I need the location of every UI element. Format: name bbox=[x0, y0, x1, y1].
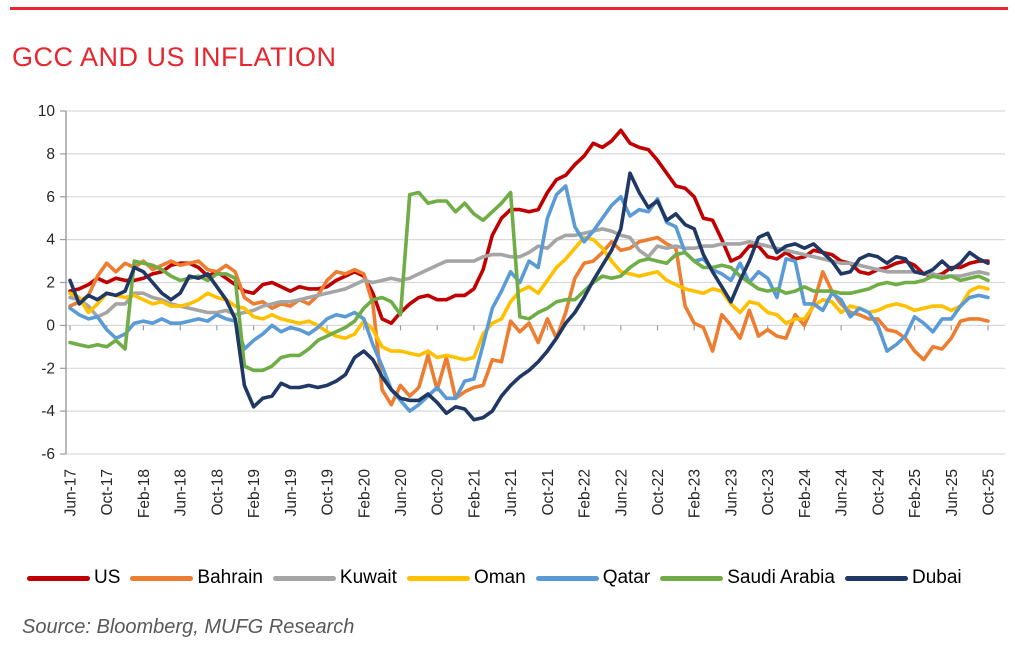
y-tick-label: 4 bbox=[46, 232, 55, 249]
x-tick-label: Oct-20 bbox=[430, 469, 447, 516]
x-tick-label: Oct-17 bbox=[99, 469, 116, 516]
legend-label: Dubai bbox=[911, 567, 962, 588]
legend-swatch-kuwait bbox=[272, 575, 336, 581]
x-tick-label: Feb-21 bbox=[466, 469, 483, 518]
y-tick-label: 10 bbox=[38, 103, 56, 120]
legend-label: Kuwait bbox=[339, 567, 397, 588]
x-tick-label: Jun-18 bbox=[173, 469, 190, 516]
legend-label: Bahrain bbox=[197, 567, 263, 588]
x-tick-label: Oct-24 bbox=[870, 469, 887, 516]
legend-swatch-dubai bbox=[844, 575, 908, 581]
legend-swatch-bahrain bbox=[130, 575, 194, 581]
y-tick-label: -2 bbox=[41, 360, 55, 377]
legend-swatch-oman bbox=[406, 575, 470, 581]
legend-label: Saudi Arabia bbox=[727, 567, 835, 588]
x-tick-label: Jun-24 bbox=[834, 469, 851, 517]
series-line-saudi-arabia bbox=[68, 190, 990, 373]
chart-legend: US Bahrain Kuwait Oman Qatar Saudi Arabia Duba… bbox=[27, 566, 1015, 590]
series-line-kuwait bbox=[68, 227, 990, 319]
x-tick-label: Jun-21 bbox=[503, 469, 520, 516]
legend-label: Oman bbox=[473, 567, 526, 588]
legend-item-bahrain: Bahrain bbox=[130, 567, 263, 589]
legend-swatch-qatar bbox=[535, 575, 599, 581]
series-line-qatar bbox=[68, 184, 990, 413]
legend-item-qatar: Qatar bbox=[535, 567, 651, 589]
inflation-chart: 10 8 6 4 2 0 -2 -4 -6 Jun-17 Oct-17 Feb-18 Jun-18 Oct… bbox=[38, 103, 1005, 518]
x-tick-label: Jun-17 bbox=[63, 469, 80, 516]
x-tick-label: Feb-19 bbox=[246, 469, 263, 518]
legend-item-dubai: Dubai bbox=[844, 567, 962, 589]
legend-swatch-us bbox=[27, 575, 90, 581]
x-tick-label: Feb-24 bbox=[797, 469, 814, 518]
x-tick-label: Oct-23 bbox=[760, 469, 777, 516]
series-line-us bbox=[68, 128, 990, 325]
y-tick-label: 2 bbox=[46, 275, 55, 292]
x-tick-label: Oct-21 bbox=[540, 469, 557, 516]
x-tick-label: Feb-18 bbox=[136, 469, 153, 518]
y-tick-label: -6 bbox=[41, 446, 55, 463]
x-tick-label: Jun-19 bbox=[283, 469, 300, 516]
legend-label: Qatar bbox=[602, 567, 651, 588]
x-tick-label: Jun-20 bbox=[393, 469, 410, 517]
y-tick-label: 6 bbox=[46, 189, 55, 206]
x-tick-label: Feb-22 bbox=[577, 469, 594, 518]
chart-area: 10 8 6 4 2 0 -2 -4 -6 Jun-17 Oct-17 Feb-18 Jun-18 Oct… bbox=[0, 95, 1015, 557]
x-tick-label: Oct-25 bbox=[981, 469, 998, 516]
x-tick-label: Jun-23 bbox=[724, 469, 741, 516]
header-rule bbox=[10, 7, 1008, 10]
legend-item-kuwait: Kuwait bbox=[272, 567, 397, 589]
y-tick-label: -4 bbox=[41, 403, 55, 420]
series-line-dubai bbox=[68, 171, 990, 422]
y-tick-label: 8 bbox=[46, 146, 55, 163]
series-line-oman bbox=[68, 235, 990, 362]
x-tick-label: Jun-22 bbox=[613, 469, 630, 516]
x-tick-label: Oct-22 bbox=[650, 469, 667, 516]
legend-item-oman: Oman bbox=[406, 567, 526, 589]
x-tick-label: Feb-20 bbox=[356, 469, 373, 518]
legend-item-us: US bbox=[27, 567, 120, 589]
legend-item-saudi-arabia: Saudi Arabia bbox=[660, 567, 835, 589]
x-tick-label: Feb-23 bbox=[687, 469, 704, 518]
legend-label: US bbox=[94, 567, 121, 588]
y-tick-label: 0 bbox=[46, 317, 55, 334]
x-tick-label: Oct-18 bbox=[209, 469, 226, 516]
x-tick-label: Oct-19 bbox=[320, 469, 337, 516]
source-note: Source: Bloomberg, MUFG Research bbox=[22, 616, 355, 638]
page-title: GCC AND US INFLATION bbox=[12, 42, 337, 72]
x-tick-label: Jun-25 bbox=[944, 469, 961, 516]
x-tick-label: Feb-25 bbox=[907, 469, 924, 518]
legend-swatch-saudi-arabia bbox=[660, 575, 724, 581]
